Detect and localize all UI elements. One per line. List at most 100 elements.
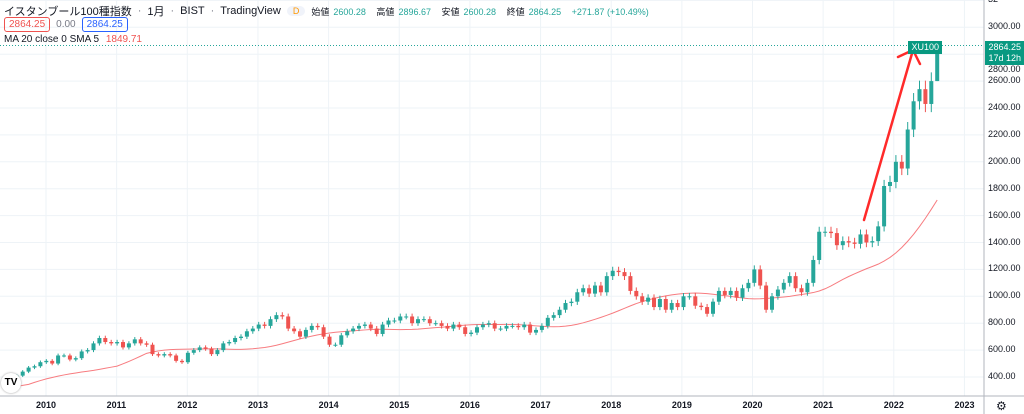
- candle-body: [935, 45, 940, 82]
- market-status-badge[interactable]: D: [286, 6, 306, 16]
- candle-body: [209, 348, 214, 355]
- candle-body: [109, 342, 114, 344]
- candle-body: [180, 360, 184, 363]
- candle-body: [345, 331, 350, 336]
- candle-body: [115, 342, 120, 344]
- candle-body: [781, 282, 786, 290]
- x-tick-label: 2020: [742, 400, 763, 410]
- y-tick-label: 32: [988, 0, 998, 5]
- candle-body: [775, 289, 780, 297]
- chart-legend: イスタンブール100種指数 · 1月 · BIST · TradingView D 始…: [4, 3, 653, 19]
- candle-body: [121, 342, 125, 348]
- candle-body: [215, 350, 220, 355]
- candle-body: [610, 270, 615, 277]
- candle-body: [516, 325, 521, 328]
- candle-body: [711, 301, 715, 314]
- candle-body: [398, 316, 403, 321]
- candle-body: [174, 355, 179, 361]
- sell-button[interactable]: 2864.25: [4, 17, 51, 32]
- candle-body: [268, 319, 273, 326]
- candle-body: [888, 181, 892, 187]
- candle-body: [91, 343, 96, 351]
- candle-body: [298, 331, 302, 337]
- indicator-legend[interactable]: MA 20 close 0 SMA 5 1849.71: [4, 34, 142, 45]
- candle-body: [162, 354, 167, 356]
- candle-body: [156, 354, 161, 356]
- y-tick-label: 1800.00: [988, 182, 1021, 193]
- candle-body: [581, 288, 586, 293]
- candle-body: [634, 290, 639, 297]
- candle-body: [239, 336, 243, 338]
- candle-body: [368, 324, 373, 329]
- candle-body: [669, 303, 674, 310]
- x-tick-label: 2016: [459, 400, 480, 410]
- x-tick-label: 2019: [671, 400, 692, 410]
- x-tick-label: 2023: [954, 400, 975, 410]
- candle-body: [244, 331, 249, 337]
- candle-body: [734, 290, 739, 298]
- candle-body: [652, 297, 656, 308]
- x-tick-label: 2018: [601, 400, 622, 410]
- candle-body: [823, 231, 828, 233]
- candle-body: [681, 296, 686, 308]
- candle-body: [97, 337, 102, 344]
- exchange: BIST: [180, 5, 205, 17]
- candle-body: [876, 226, 881, 242]
- candle-body: [852, 242, 857, 244]
- candle-body: [32, 366, 37, 368]
- candle-body: [439, 323, 444, 326]
- tradingview-logo[interactable]: TV: [1, 373, 21, 393]
- candle-body: [44, 360, 49, 363]
- candle-body: [716, 290, 721, 302]
- candle-body: [227, 342, 232, 344]
- candle-body: [333, 344, 338, 346]
- candle-body: [321, 327, 326, 337]
- y-tick-label: 2400.00: [988, 102, 1021, 112]
- y-tick-label: 2200.00: [988, 128, 1021, 139]
- candle-body: [274, 315, 279, 320]
- candle-body: [787, 276, 792, 283]
- candle-body: [168, 354, 173, 356]
- candle-body: [132, 339, 137, 344]
- candle-body: [640, 296, 645, 302]
- source: TradingView: [220, 5, 281, 17]
- candle-body: [858, 234, 863, 244]
- interval[interactable]: 1月: [147, 6, 165, 18]
- y-tick-label: 2800.00: [988, 64, 1021, 74]
- candle-body: [510, 325, 515, 327]
- candle-body: [475, 327, 479, 333]
- candle-body: [445, 325, 450, 329]
- candle-body: [793, 276, 798, 289]
- indicator-value: 1849.71: [105, 34, 142, 45]
- candle-body: [705, 307, 710, 314]
- candle-body: [693, 296, 698, 306]
- candle-body: [486, 323, 491, 325]
- x-tick-label: 2021: [813, 400, 834, 410]
- candle-body: [911, 101, 916, 130]
- candle-body: [286, 316, 291, 329]
- candle-body: [551, 315, 556, 318]
- candle-body: [882, 186, 887, 227]
- candle-body: [421, 319, 426, 321]
- candle-body: [522, 324, 527, 328]
- y-tick-label: 1000.00: [988, 290, 1021, 301]
- x-tick-label: 2022: [883, 400, 904, 410]
- y-tick-label: 600.00: [988, 344, 1016, 355]
- candle-body: [687, 296, 692, 298]
- candle-body: [256, 324, 261, 329]
- candle-body: [870, 241, 875, 243]
- candle-body: [26, 367, 31, 372]
- candle-body: [203, 347, 208, 349]
- candle-body: [221, 343, 226, 351]
- candle-body: [917, 89, 922, 102]
- candle-body: [646, 297, 651, 302]
- buy-button[interactable]: 2864.25: [81, 17, 128, 32]
- candle-body: [416, 319, 420, 324]
- candle-body: [380, 324, 385, 334]
- symbol-title[interactable]: イスタンブール100種指数: [4, 6, 132, 18]
- candle-body: [740, 288, 745, 298]
- settings-gear-icon[interactable]: ⚙: [996, 399, 1007, 413]
- candle-body: [144, 343, 149, 345]
- x-tick-label: 2017: [530, 400, 551, 410]
